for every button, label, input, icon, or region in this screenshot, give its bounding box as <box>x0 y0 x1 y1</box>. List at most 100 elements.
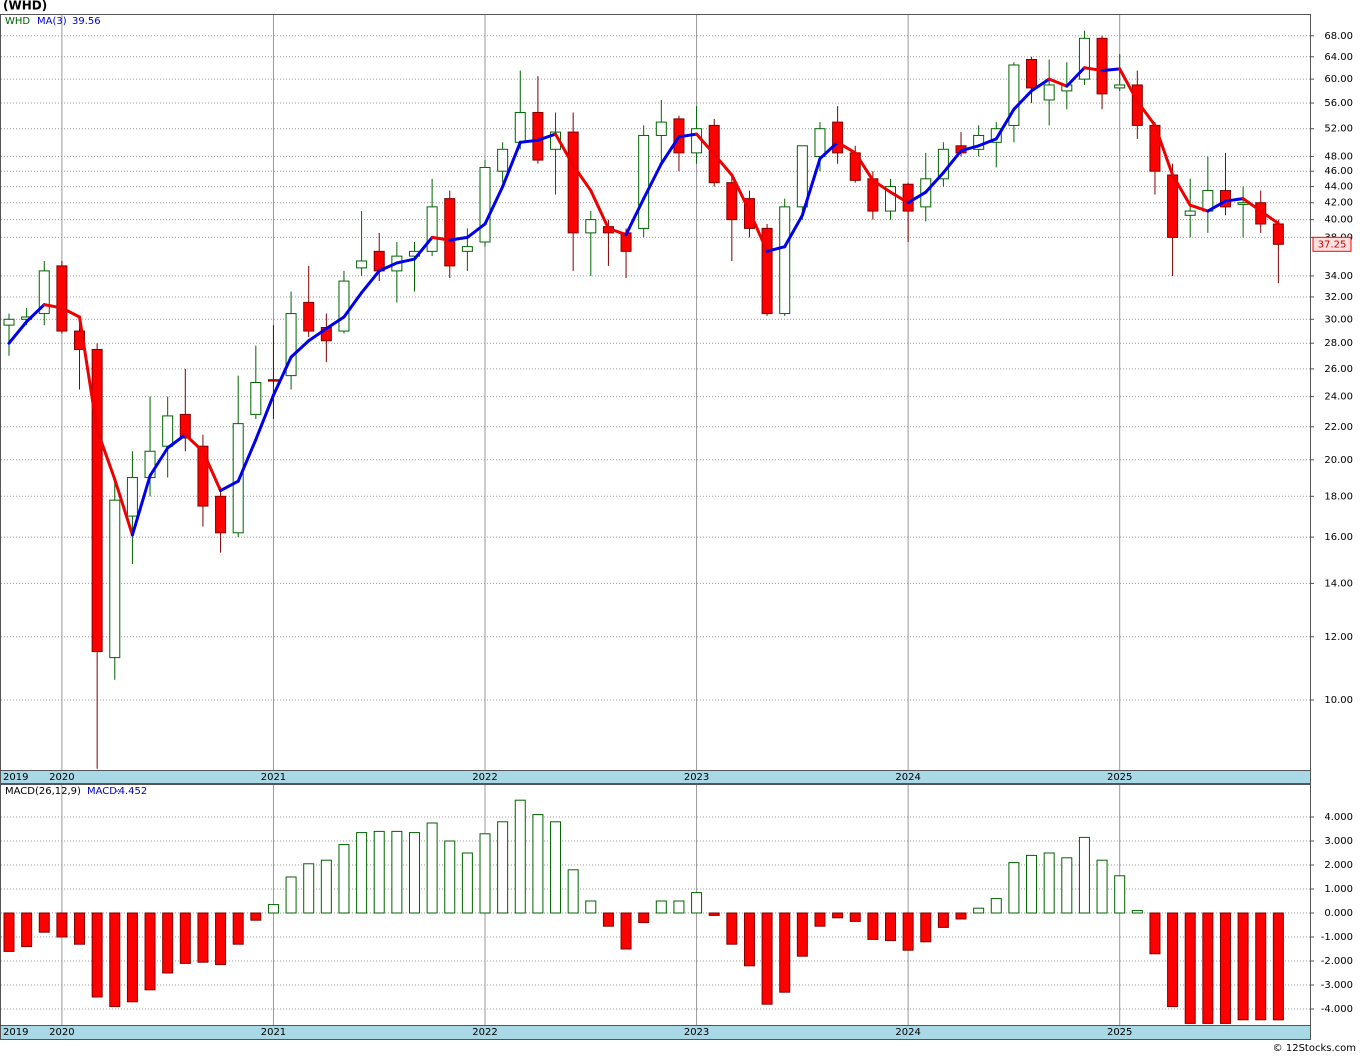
ma-segment <box>1047 77 1069 88</box>
y-tick-label: 16.00 <box>1324 532 1353 543</box>
y-tick-label: -2.000 <box>1321 956 1353 967</box>
macd-bar <box>937 912 949 928</box>
candle-body <box>655 121 667 136</box>
macd-bar <box>1061 857 1073 914</box>
ma-segment <box>1259 209 1280 225</box>
macd-bar <box>1255 912 1267 1021</box>
macd-bar <box>303 863 315 914</box>
candle-body <box>1184 210 1196 216</box>
ma-segment <box>483 185 505 226</box>
macd-bar <box>267 904 279 914</box>
ma-segment <box>1135 99 1157 127</box>
ma-segment <box>554 132 575 167</box>
ma-segment <box>765 245 787 253</box>
x-tick-label: 2025 <box>1107 1027 1132 1038</box>
ma-segment <box>25 303 46 324</box>
ma-segment <box>307 327 328 343</box>
y-tick-label: 56.00 <box>1324 98 1353 109</box>
macd-bar <box>1078 836 1090 914</box>
y-tick-label: 2.000 <box>1324 860 1353 871</box>
ma-segment <box>747 209 769 253</box>
macd-bar <box>1167 912 1179 1008</box>
candle-body <box>479 166 491 243</box>
macd-bar <box>655 900 667 914</box>
candle-body <box>567 131 579 234</box>
candle-body <box>814 128 826 157</box>
macd-bar <box>867 912 879 940</box>
macd-bar <box>990 898 1002 914</box>
ticker-legend: WHD <box>5 16 30 27</box>
y-tick-label: 3.000 <box>1324 836 1353 847</box>
ma-segment <box>871 178 892 194</box>
macd-bar <box>1096 859 1108 914</box>
y-tick-label: -1.000 <box>1321 932 1353 943</box>
y-tick-label: 32.00 <box>1324 292 1353 303</box>
x-tick-label: 2023 <box>684 772 709 783</box>
y-tick-label: 24.00 <box>1324 392 1353 403</box>
candle-body <box>197 445 209 507</box>
macd-bar <box>620 912 632 950</box>
ma-segment <box>42 303 64 310</box>
macd-bar <box>1043 852 1055 914</box>
macd-bar <box>144 912 156 991</box>
ma-segment <box>377 261 399 273</box>
ma-segment <box>501 140 522 189</box>
candle-body <box>1043 84 1055 101</box>
ma-segment <box>130 474 152 537</box>
candle-body <box>585 219 597 234</box>
candle-body <box>832 121 844 154</box>
y-tick-label: 64.00 <box>1324 52 1353 63</box>
ma-legend: MA(3) <box>37 16 67 27</box>
macd-bar <box>56 912 68 938</box>
y-tick-label: 14.00 <box>1324 578 1353 589</box>
ma-segment <box>853 151 875 182</box>
price-date-band <box>0 770 1311 784</box>
candle-body <box>38 270 50 315</box>
y-tick-label: 26.00 <box>1324 364 1353 375</box>
ma-segment <box>977 137 998 148</box>
ma-segment <box>695 132 716 156</box>
candle-body <box>1131 84 1143 126</box>
y-tick-label: 18.00 <box>1324 491 1353 502</box>
ma-segment <box>271 355 293 397</box>
ma-segment <box>1065 66 1086 88</box>
x-tick-label: 2024 <box>895 1027 920 1038</box>
ma-segment <box>7 320 29 345</box>
candle-body <box>444 198 456 267</box>
ma-segment <box>183 433 205 453</box>
ma-segment <box>95 428 117 481</box>
y-tick-label: 40.00 <box>1324 215 1353 226</box>
ma-segment <box>800 157 822 217</box>
ma-segment <box>1188 203 1210 213</box>
last-price-label: 37.25 <box>1318 239 1347 250</box>
macd-bar <box>567 869 579 914</box>
ma-segment <box>518 138 540 144</box>
y-tick-label: 48.00 <box>1324 151 1353 162</box>
y-tick-label: 46.00 <box>1324 166 1353 177</box>
last-price-box <box>1312 236 1352 252</box>
ma-segment <box>994 107 1016 141</box>
macd-bar <box>373 830 385 914</box>
macd-bar <box>602 912 614 927</box>
candle-body <box>1078 37 1090 80</box>
macd-bar <box>426 822 438 914</box>
macd-legend-value: -4.452 <box>115 786 147 797</box>
ma-segment <box>219 479 240 493</box>
macd-bar <box>1008 862 1020 914</box>
macd-bar <box>955 912 967 920</box>
candle-body <box>726 182 738 221</box>
macd-bar <box>761 912 773 1005</box>
candle-body <box>91 348 103 653</box>
macd-bar <box>849 912 861 922</box>
y-tick-label: -4.000 <box>1321 1004 1353 1015</box>
y-tick-label: 20.00 <box>1324 455 1353 466</box>
ma-segment <box>536 132 558 142</box>
candle-body <box>267 379 279 382</box>
macd-bar <box>638 912 650 924</box>
ma-segment <box>1171 173 1192 207</box>
ma-segment <box>906 190 928 205</box>
candle-body <box>691 128 703 154</box>
ma-segment <box>941 149 963 175</box>
candle-body <box>215 495 227 534</box>
ma-segment <box>677 132 699 139</box>
